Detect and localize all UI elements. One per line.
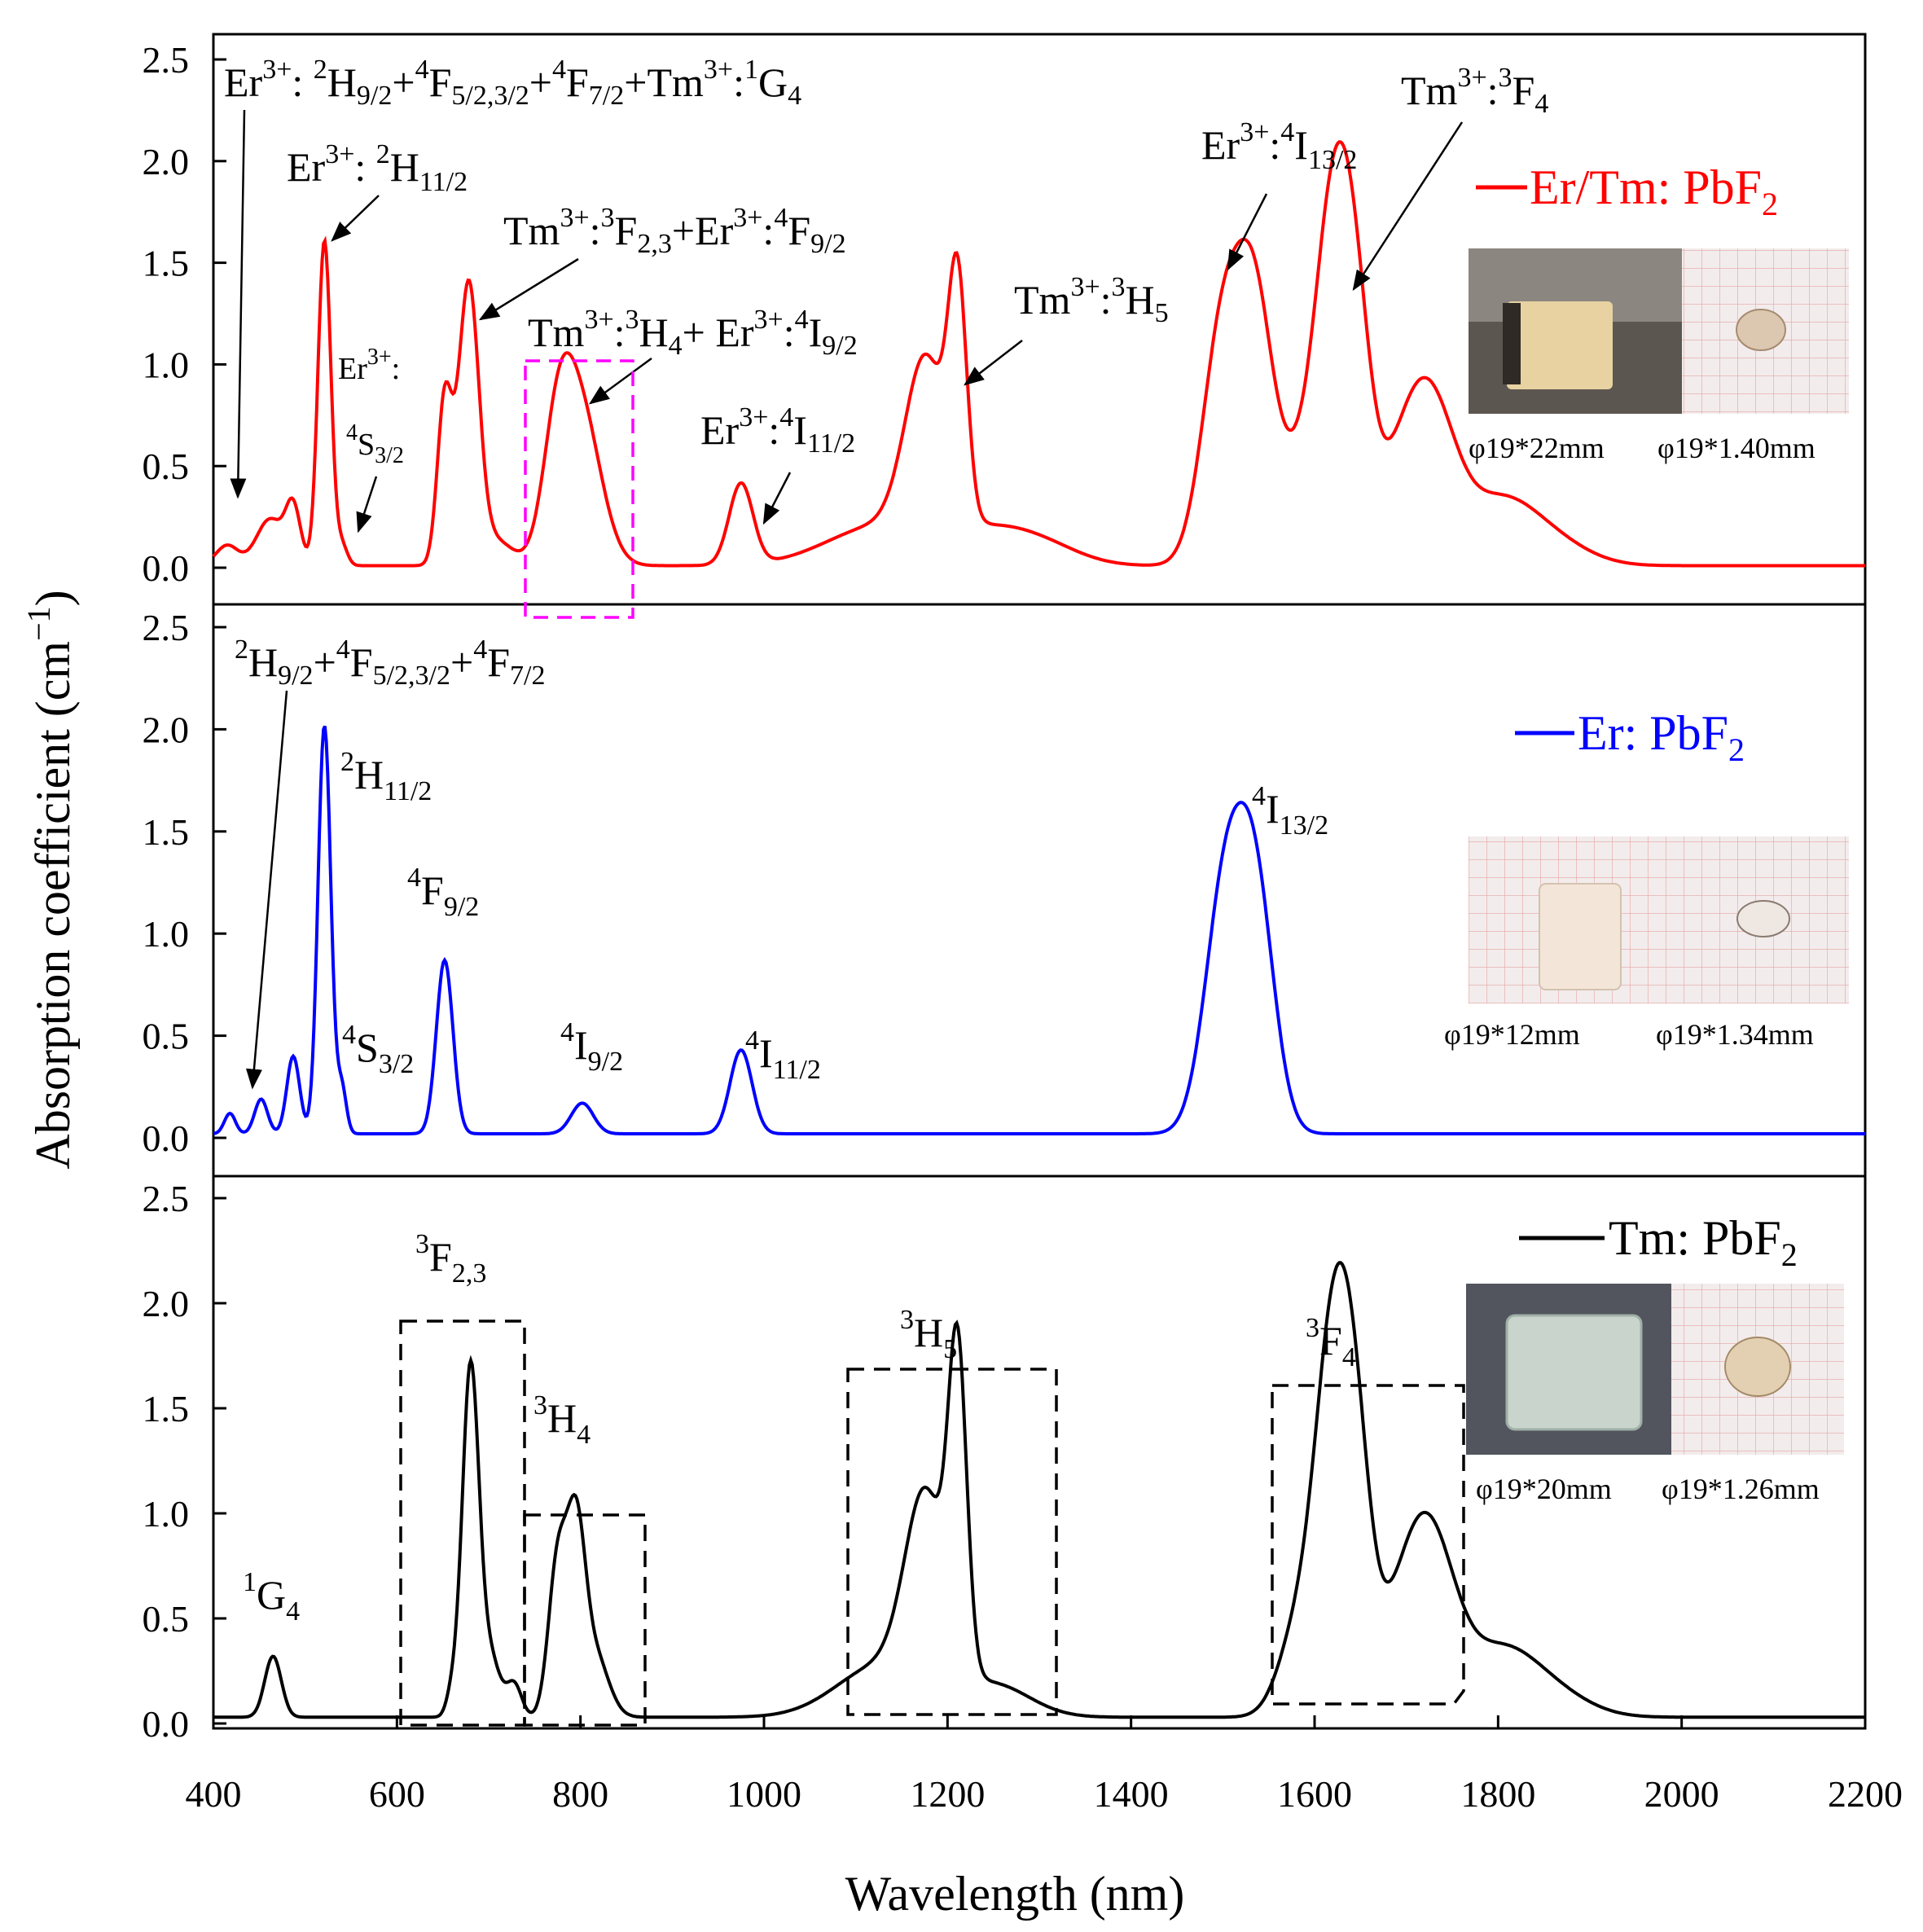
legend-label-ertm: Er/Tm: PbF2 bbox=[1530, 160, 1778, 222]
y-tick-label: 0.5 bbox=[143, 446, 190, 487]
y-tick-label: 0.0 bbox=[143, 547, 190, 589]
label-tm3-f4: 3F4 bbox=[1306, 1313, 1356, 1372]
highlight-box-3h4 bbox=[524, 359, 634, 619]
box-3f4 bbox=[1271, 1384, 1465, 1706]
label-er2-i92: 4I9/2 bbox=[560, 1017, 623, 1077]
x-tick-label: 1200 bbox=[910, 1773, 985, 1815]
label-er2-i132: 4I13/2 bbox=[1252, 781, 1328, 841]
dashed-boxes-tm bbox=[399, 1319, 1465, 1727]
box-3h4 bbox=[523, 1513, 647, 1727]
x-tick-label: 2000 bbox=[1644, 1773, 1719, 1815]
y-axis-ticks: 0.0 0.5 1.0 1.5 2.0 2.5 0.0 0.5 1.0 1.5 2.0 2.5 0.0 0… bbox=[143, 39, 226, 1745]
arrow-tm-3h4 bbox=[588, 357, 652, 405]
y-tick-label: 0.5 bbox=[143, 1598, 190, 1640]
series-tm-pbf2 bbox=[213, 1261, 1865, 1719]
x-tick-label: 400 bbox=[186, 1773, 242, 1815]
arrow-er2-h92 bbox=[245, 690, 288, 1090]
x-tick-label: 2200 bbox=[1828, 1773, 1903, 1815]
y-tick-label: 2.5 bbox=[143, 1178, 190, 1219]
label-er2-h92-group: 2H9/2+4F5/2,3/2+4F7/2 bbox=[235, 634, 545, 691]
label-tm3-f23: 3F2,3 bbox=[415, 1229, 486, 1289]
photo-er-boule bbox=[1469, 836, 1684, 1003]
label-tm-3h5: Tm3+:3H5 bbox=[1014, 272, 1169, 328]
x-axis-title: Wavelength (nm) bbox=[845, 1867, 1185, 1921]
y-tick-label: 0.5 bbox=[143, 1016, 190, 1057]
photo-er-wafer bbox=[1684, 836, 1849, 1003]
label-tm3-h4: 3H4 bbox=[533, 1390, 591, 1450]
y-tick-label: 2.5 bbox=[143, 607, 190, 648]
y-tick-label: 2.0 bbox=[143, 141, 190, 182]
y-tick-label: 1.0 bbox=[143, 1493, 190, 1535]
x-tick-label: 1800 bbox=[1460, 1773, 1535, 1815]
arrow-er-4s32 bbox=[356, 476, 378, 533]
arrow-tm-3h5 bbox=[964, 340, 1023, 386]
label-er2-h112: 2H11/2 bbox=[340, 747, 432, 806]
arrow-tm-3f23 bbox=[478, 257, 579, 321]
photo-caption-ertm-2: φ19*1.40mm bbox=[1657, 432, 1815, 464]
label-tm-3f4: Tm3+:3F4 bbox=[1401, 63, 1548, 119]
y-tick-label: 1.0 bbox=[143, 913, 190, 955]
label-er-h92-group: Er3+: 2H9/2+4F5/2,3/2+4F7/2+Tm3+:1G4 bbox=[224, 55, 801, 111]
label-er2-f92: 4F9/2 bbox=[407, 863, 479, 922]
x-tick-label: 600 bbox=[369, 1773, 425, 1815]
x-axis-ticks: 400 600 800 1000 1200 1400 1600 1800 2000 2200 bbox=[186, 1715, 1903, 1815]
legend-label-tm: Tm: PbF2 bbox=[1609, 1211, 1798, 1273]
y-tick-label: 1.0 bbox=[143, 344, 190, 385]
series-er-tm-pbf2 bbox=[212, 140, 1865, 568]
label-tm3-h5: 3H5 bbox=[900, 1305, 957, 1364]
y-tick-label: 2.5 bbox=[143, 39, 190, 81]
label-er2-i112: 4I11/2 bbox=[745, 1025, 821, 1085]
x-tick-label: 800 bbox=[552, 1773, 608, 1815]
photo-caption-tm-1: φ19*20mm bbox=[1476, 1473, 1612, 1505]
y-tick-label: 1.5 bbox=[143, 1388, 190, 1429]
y-tick-label: 0.0 bbox=[143, 1703, 190, 1745]
label-tm-3h4: Tm3+:3H4+ Er3+:4I9/2 bbox=[528, 305, 858, 361]
label-er-2h112: Er3+: 2H11/2 bbox=[287, 139, 468, 197]
photo-tm-wafer bbox=[1671, 1284, 1844, 1455]
arrow-tm-3f4 bbox=[1352, 121, 1464, 292]
label-er-4i132: Er3+:4I13/2 bbox=[1201, 117, 1357, 175]
y-tick-label: 1.5 bbox=[143, 811, 190, 853]
arrow-er-2h112 bbox=[331, 195, 380, 242]
x-tick-label: 1000 bbox=[727, 1773, 801, 1815]
photo-caption-er-1: φ19*12mm bbox=[1444, 1018, 1580, 1051]
y-tick-label: 2.0 bbox=[143, 709, 190, 750]
y-tick-label: 1.5 bbox=[143, 243, 190, 284]
label-er-4i112: Er3+:4I11/2 bbox=[700, 402, 855, 459]
panel-frame-tm bbox=[212, 1175, 1867, 1730]
y-tick-label: 0.0 bbox=[143, 1117, 190, 1159]
label-er-4s32-top: Er3+: bbox=[338, 345, 400, 386]
photo-ertm-wafer bbox=[1682, 248, 1849, 414]
label-er-4s32: 4S3/2 bbox=[346, 420, 404, 468]
legend-label-er: Er: PbF2 bbox=[1578, 706, 1745, 768]
y-tick-label: 2.0 bbox=[143, 1283, 190, 1324]
series-er-pbf2 bbox=[213, 725, 1865, 1135]
x-tick-label: 1600 bbox=[1277, 1773, 1352, 1815]
photo-tm-boule bbox=[1466, 1284, 1671, 1455]
photo-caption-tm-2: φ19*1.26mm bbox=[1662, 1473, 1820, 1505]
x-tick-label: 1400 bbox=[1094, 1773, 1169, 1815]
photo-ertm-boule bbox=[1469, 248, 1682, 414]
box-3h5 bbox=[846, 1368, 1058, 1716]
photo-caption-er-2: φ19*1.34mm bbox=[1656, 1018, 1814, 1051]
arrow-er-4i132 bbox=[1227, 193, 1268, 271]
label-tm3-g4: 1G4 bbox=[243, 1567, 300, 1627]
label-er2-s32: 4S3/2 bbox=[342, 1020, 414, 1079]
label-tm-3f23: Tm3+:3F2,3+Er3+:4F9/2 bbox=[503, 203, 846, 259]
arrow-er-h92 bbox=[230, 109, 247, 499]
arrow-er-4i112 bbox=[762, 472, 792, 525]
y-axis-title: Absorption coefficient (cm−1) bbox=[20, 590, 80, 1169]
photo-caption-ertm-1: φ19*22mm bbox=[1469, 432, 1605, 464]
